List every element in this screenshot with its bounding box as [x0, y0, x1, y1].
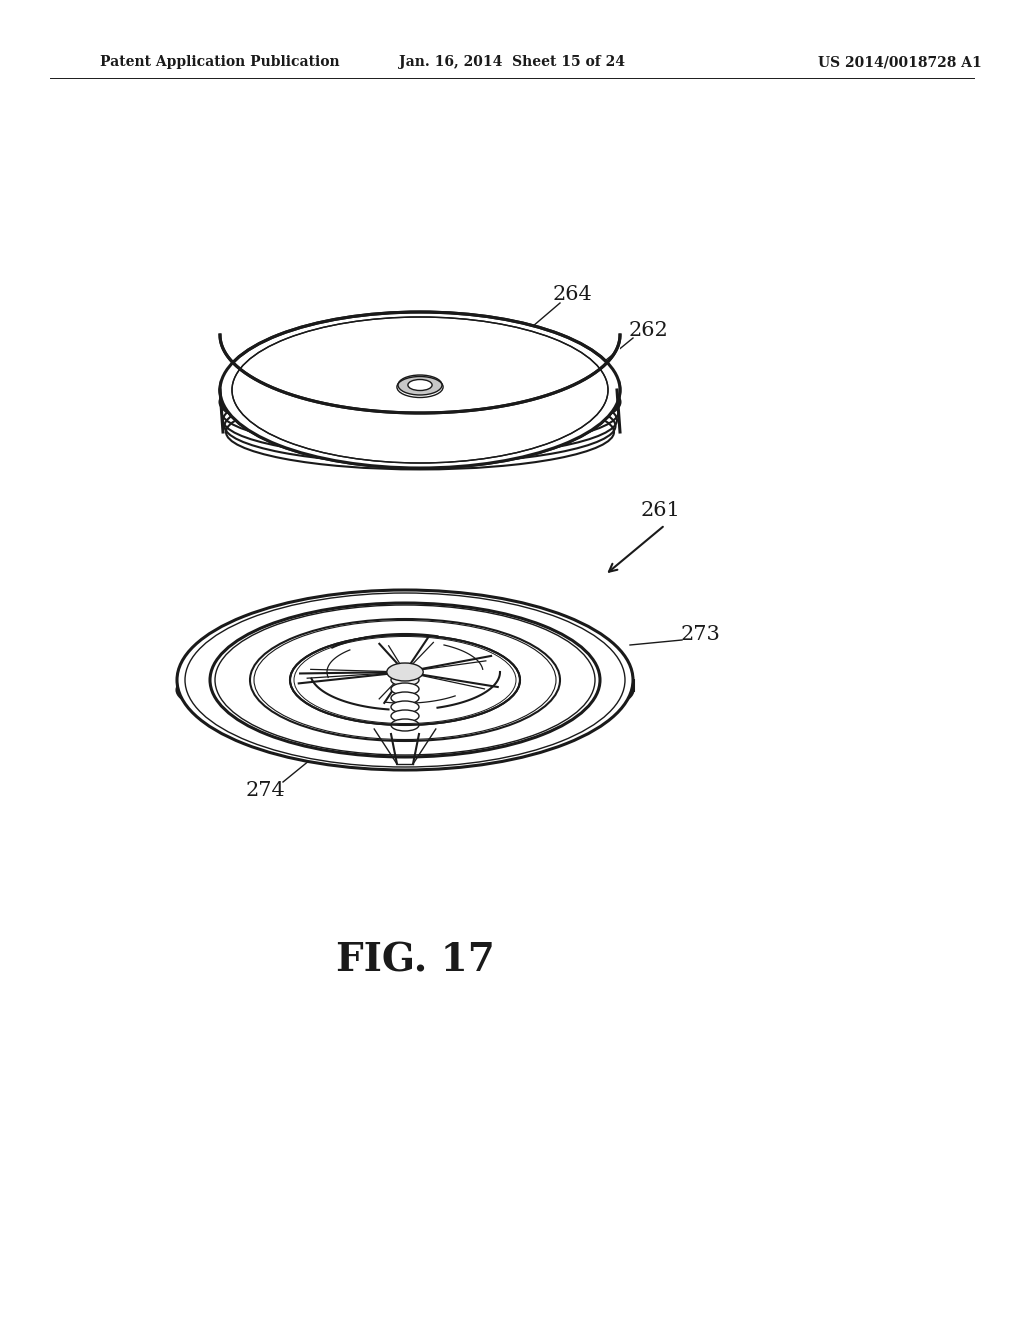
Ellipse shape: [290, 635, 520, 725]
Text: Patent Application Publication: Patent Application Publication: [100, 55, 340, 69]
Text: 261: 261: [640, 500, 680, 520]
Text: 273: 273: [680, 626, 720, 644]
Ellipse shape: [391, 682, 419, 696]
Text: FIG. 17: FIG. 17: [336, 941, 495, 979]
Ellipse shape: [391, 692, 419, 704]
Ellipse shape: [391, 710, 419, 722]
Text: 274: 274: [245, 780, 285, 800]
Text: US 2014/0018728 A1: US 2014/0018728 A1: [818, 55, 982, 69]
Text: 262: 262: [628, 321, 668, 339]
Polygon shape: [220, 335, 620, 469]
Ellipse shape: [177, 590, 633, 770]
Ellipse shape: [220, 312, 620, 469]
Ellipse shape: [387, 663, 423, 681]
Text: Jan. 16, 2014  Sheet 15 of 24: Jan. 16, 2014 Sheet 15 of 24: [399, 55, 625, 69]
Ellipse shape: [391, 719, 419, 731]
Ellipse shape: [177, 649, 633, 730]
Ellipse shape: [408, 380, 432, 391]
Ellipse shape: [391, 701, 419, 713]
Ellipse shape: [250, 619, 560, 741]
Ellipse shape: [210, 603, 600, 756]
Ellipse shape: [398, 375, 442, 395]
Text: 264: 264: [552, 285, 592, 305]
Ellipse shape: [391, 675, 419, 686]
